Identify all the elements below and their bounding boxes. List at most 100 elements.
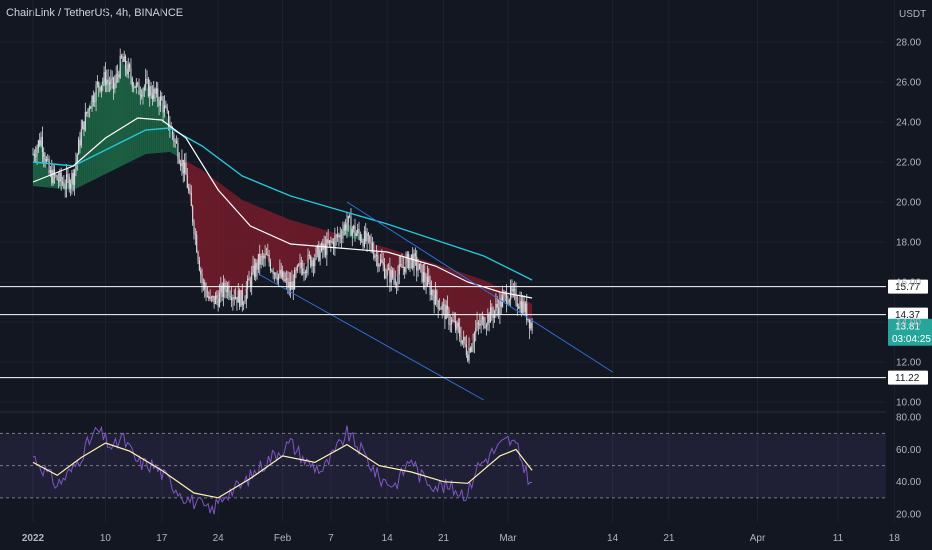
ribbon-segment bbox=[216, 180, 219, 299]
candle-body bbox=[267, 254, 269, 256]
candle-body bbox=[51, 169, 53, 184]
ribbon-segment bbox=[240, 198, 243, 300]
candle-body bbox=[162, 100, 164, 113]
candle-body bbox=[328, 240, 331, 243]
last-price-tag bbox=[888, 318, 932, 346]
candle-body bbox=[158, 100, 160, 107]
candle-body bbox=[64, 187, 66, 189]
price-tick-label: 24.00 bbox=[896, 118, 921, 129]
ribbon-segment bbox=[97, 84, 100, 178]
candle-body bbox=[225, 289, 227, 292]
candle-body bbox=[475, 328, 477, 334]
candle-body bbox=[332, 241, 335, 248]
candle-body bbox=[265, 254, 267, 255]
candle-body bbox=[511, 286, 513, 292]
candle-body bbox=[249, 280, 251, 287]
ribbon-segment bbox=[187, 162, 190, 201]
ribbon-segment bbox=[479, 278, 482, 325]
candle-body bbox=[472, 342, 474, 347]
time-tick-label: 14 bbox=[382, 533, 394, 544]
ribbon-segment bbox=[91, 95, 94, 181]
candle-body bbox=[440, 308, 442, 310]
candle-body bbox=[377, 255, 379, 267]
candle-body bbox=[165, 105, 167, 108]
candle-body bbox=[276, 277, 278, 281]
ribbon-segment bbox=[288, 219, 291, 288]
candle-body bbox=[406, 253, 408, 259]
ribbon-segment bbox=[93, 90, 96, 180]
ribbon-segment bbox=[463, 273, 466, 348]
ribbon-segment bbox=[155, 96, 158, 154]
candle-body bbox=[147, 79, 149, 97]
candle-body bbox=[235, 296, 237, 299]
level-tag-text: 15.77 bbox=[895, 282, 920, 293]
candle-body bbox=[437, 300, 439, 310]
candle-body bbox=[471, 346, 473, 352]
candle-body bbox=[99, 87, 101, 91]
candle-body bbox=[112, 77, 115, 90]
candle-body bbox=[98, 82, 100, 88]
ribbon-segment bbox=[125, 67, 128, 164]
chart-title: ChainLink / TetherUS, 4h, BINANCE bbox=[6, 7, 184, 19]
ribbon-segment bbox=[143, 86, 146, 155]
candle-body bbox=[76, 154, 78, 163]
candle-body bbox=[496, 304, 498, 308]
horizontal-levels[interactable]: 15.77 14.37 11.22 13.81 03:04:25 bbox=[0, 279, 932, 385]
price-tick-label: 22.00 bbox=[896, 158, 921, 169]
candle-body bbox=[393, 277, 395, 279]
ribbon-segment bbox=[449, 268, 452, 322]
candle-body bbox=[108, 82, 111, 85]
candle-body bbox=[379, 259, 382, 265]
candle-body bbox=[68, 176, 70, 189]
ribbon-segment bbox=[165, 114, 168, 153]
candle-body bbox=[428, 276, 430, 282]
candle-body bbox=[141, 95, 143, 97]
candle-body bbox=[436, 290, 438, 301]
ribbon-segment bbox=[272, 212, 275, 270]
candle-body bbox=[507, 302, 509, 305]
candle-body bbox=[528, 319, 530, 329]
ribbon-segment bbox=[296, 221, 299, 275]
ribbon-segment bbox=[49, 174, 52, 188]
time-tick-label: Mar bbox=[499, 533, 517, 544]
level-tag bbox=[888, 307, 928, 322]
candle-body bbox=[231, 297, 233, 301]
candle-body bbox=[35, 155, 37, 157]
ribbon-segment bbox=[127, 70, 130, 163]
ribbon-segment bbox=[441, 266, 444, 310]
candle-body bbox=[283, 271, 285, 281]
candle-body bbox=[416, 256, 418, 271]
candle-body bbox=[129, 64, 131, 69]
candle-body bbox=[459, 327, 461, 337]
ribbon-segment bbox=[149, 90, 152, 154]
candle-body bbox=[149, 85, 151, 97]
candle-body bbox=[226, 285, 229, 292]
candle-body bbox=[282, 271, 284, 278]
candle-body bbox=[133, 86, 135, 88]
ribbon-segment bbox=[151, 92, 154, 154]
candle-body bbox=[264, 254, 266, 259]
ribbon-segment bbox=[451, 269, 454, 325]
candle-body bbox=[241, 290, 243, 305]
ribbon-segment bbox=[260, 207, 263, 261]
candle-body bbox=[161, 96, 163, 101]
candle-body bbox=[337, 235, 339, 238]
ribbon-segment bbox=[244, 200, 247, 295]
candle-body bbox=[308, 254, 310, 256]
candle-body bbox=[303, 271, 305, 274]
candle-body bbox=[405, 258, 407, 273]
candle-body bbox=[116, 74, 119, 76]
ribbon-segment bbox=[159, 100, 162, 153]
candle-body bbox=[143, 86, 145, 91]
candle-body bbox=[421, 264, 423, 282]
candle-body bbox=[508, 299, 510, 303]
candle-body bbox=[400, 264, 402, 265]
ribbon-segment bbox=[210, 176, 213, 302]
time-tick-label: 24 bbox=[213, 533, 225, 544]
candle-body bbox=[257, 253, 259, 270]
candle-body bbox=[425, 282, 427, 286]
time-tick-label: 14 bbox=[607, 533, 619, 544]
price-tick-label: 12.00 bbox=[896, 358, 921, 369]
rsi-pane bbox=[0, 425, 886, 515]
